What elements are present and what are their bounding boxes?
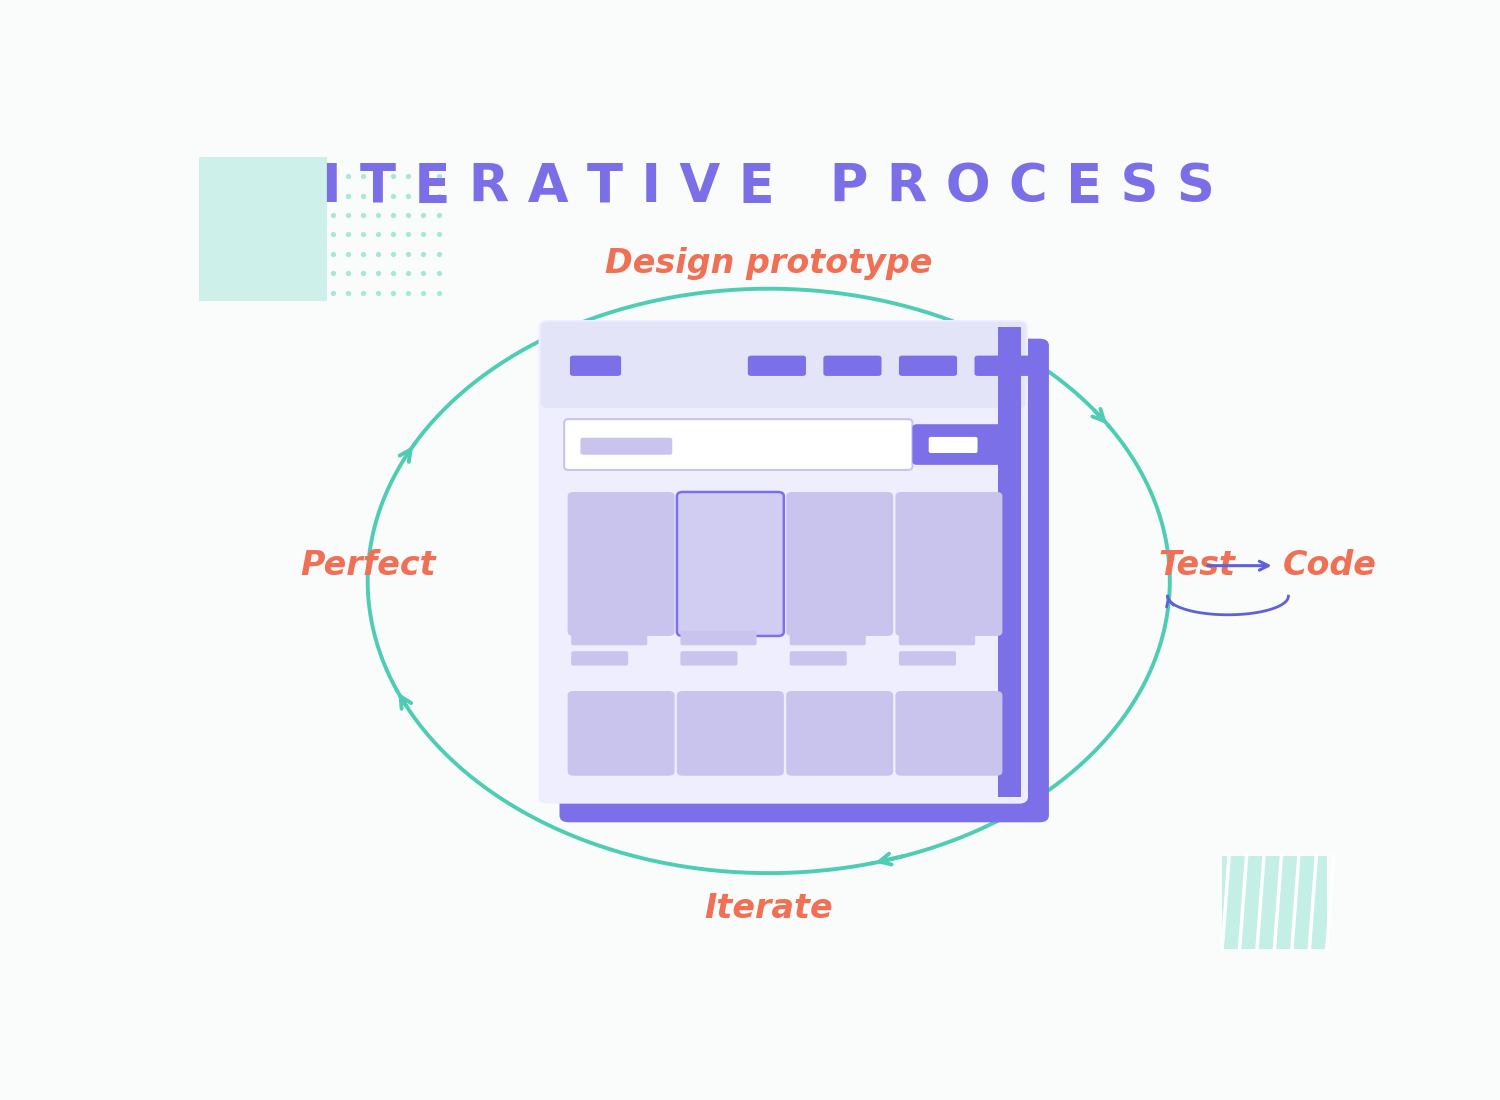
FancyBboxPatch shape: [748, 355, 806, 376]
FancyBboxPatch shape: [898, 355, 957, 376]
FancyBboxPatch shape: [560, 339, 1048, 823]
FancyBboxPatch shape: [567, 691, 675, 775]
FancyBboxPatch shape: [912, 425, 1010, 465]
Text: Iterate: Iterate: [705, 892, 833, 925]
Text: Perfect: Perfect: [300, 549, 435, 582]
FancyBboxPatch shape: [789, 651, 847, 666]
FancyBboxPatch shape: [564, 419, 912, 470]
FancyBboxPatch shape: [896, 691, 1002, 775]
FancyBboxPatch shape: [580, 438, 672, 454]
Text: I T E R A T I V E   P R O C E S S: I T E R A T I V E P R O C E S S: [322, 161, 1215, 213]
FancyBboxPatch shape: [789, 631, 865, 646]
FancyBboxPatch shape: [975, 355, 1032, 376]
FancyBboxPatch shape: [898, 651, 956, 666]
FancyBboxPatch shape: [998, 327, 1022, 796]
FancyBboxPatch shape: [824, 355, 882, 376]
FancyBboxPatch shape: [570, 355, 621, 376]
FancyBboxPatch shape: [538, 320, 1028, 804]
Text: Design prototype: Design prototype: [604, 246, 933, 279]
Text: Code: Code: [1282, 549, 1377, 582]
FancyBboxPatch shape: [928, 437, 978, 453]
FancyBboxPatch shape: [1222, 856, 1326, 949]
FancyBboxPatch shape: [676, 691, 784, 775]
FancyBboxPatch shape: [676, 492, 784, 636]
FancyBboxPatch shape: [567, 492, 675, 636]
FancyBboxPatch shape: [786, 691, 892, 775]
FancyBboxPatch shape: [896, 492, 1002, 636]
FancyBboxPatch shape: [786, 492, 892, 636]
Text: Test: Test: [1158, 549, 1234, 582]
FancyBboxPatch shape: [898, 631, 975, 646]
FancyBboxPatch shape: [572, 631, 648, 646]
FancyBboxPatch shape: [572, 651, 628, 666]
FancyBboxPatch shape: [542, 321, 1026, 408]
FancyBboxPatch shape: [200, 157, 327, 301]
FancyBboxPatch shape: [681, 651, 738, 666]
FancyBboxPatch shape: [681, 631, 756, 646]
